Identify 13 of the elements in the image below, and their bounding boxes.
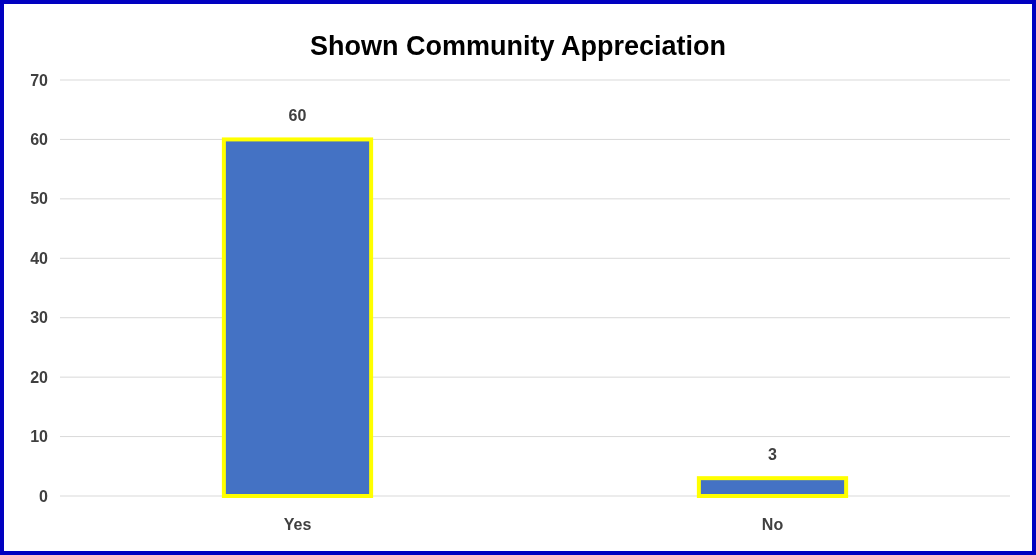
y-tick-label: 60 [30, 131, 49, 149]
x-tick-label: No [761, 516, 784, 533]
y-tick-label: 40 [30, 249, 49, 267]
chart-title: Shown Community Appreciation [309, 31, 727, 61]
y-tick-label: 10 [30, 428, 49, 446]
data-label: 3 [768, 446, 778, 464]
x-tick-label: Yes [283, 516, 312, 533]
data-label: 60 [288, 107, 307, 125]
y-tick-label: 20 [30, 368, 49, 386]
y-tick-label: 70 [30, 71, 49, 89]
y-tick-label: 50 [30, 190, 49, 208]
y-tick-label: 30 [30, 309, 49, 327]
y-tick-label: 0 [39, 487, 49, 505]
